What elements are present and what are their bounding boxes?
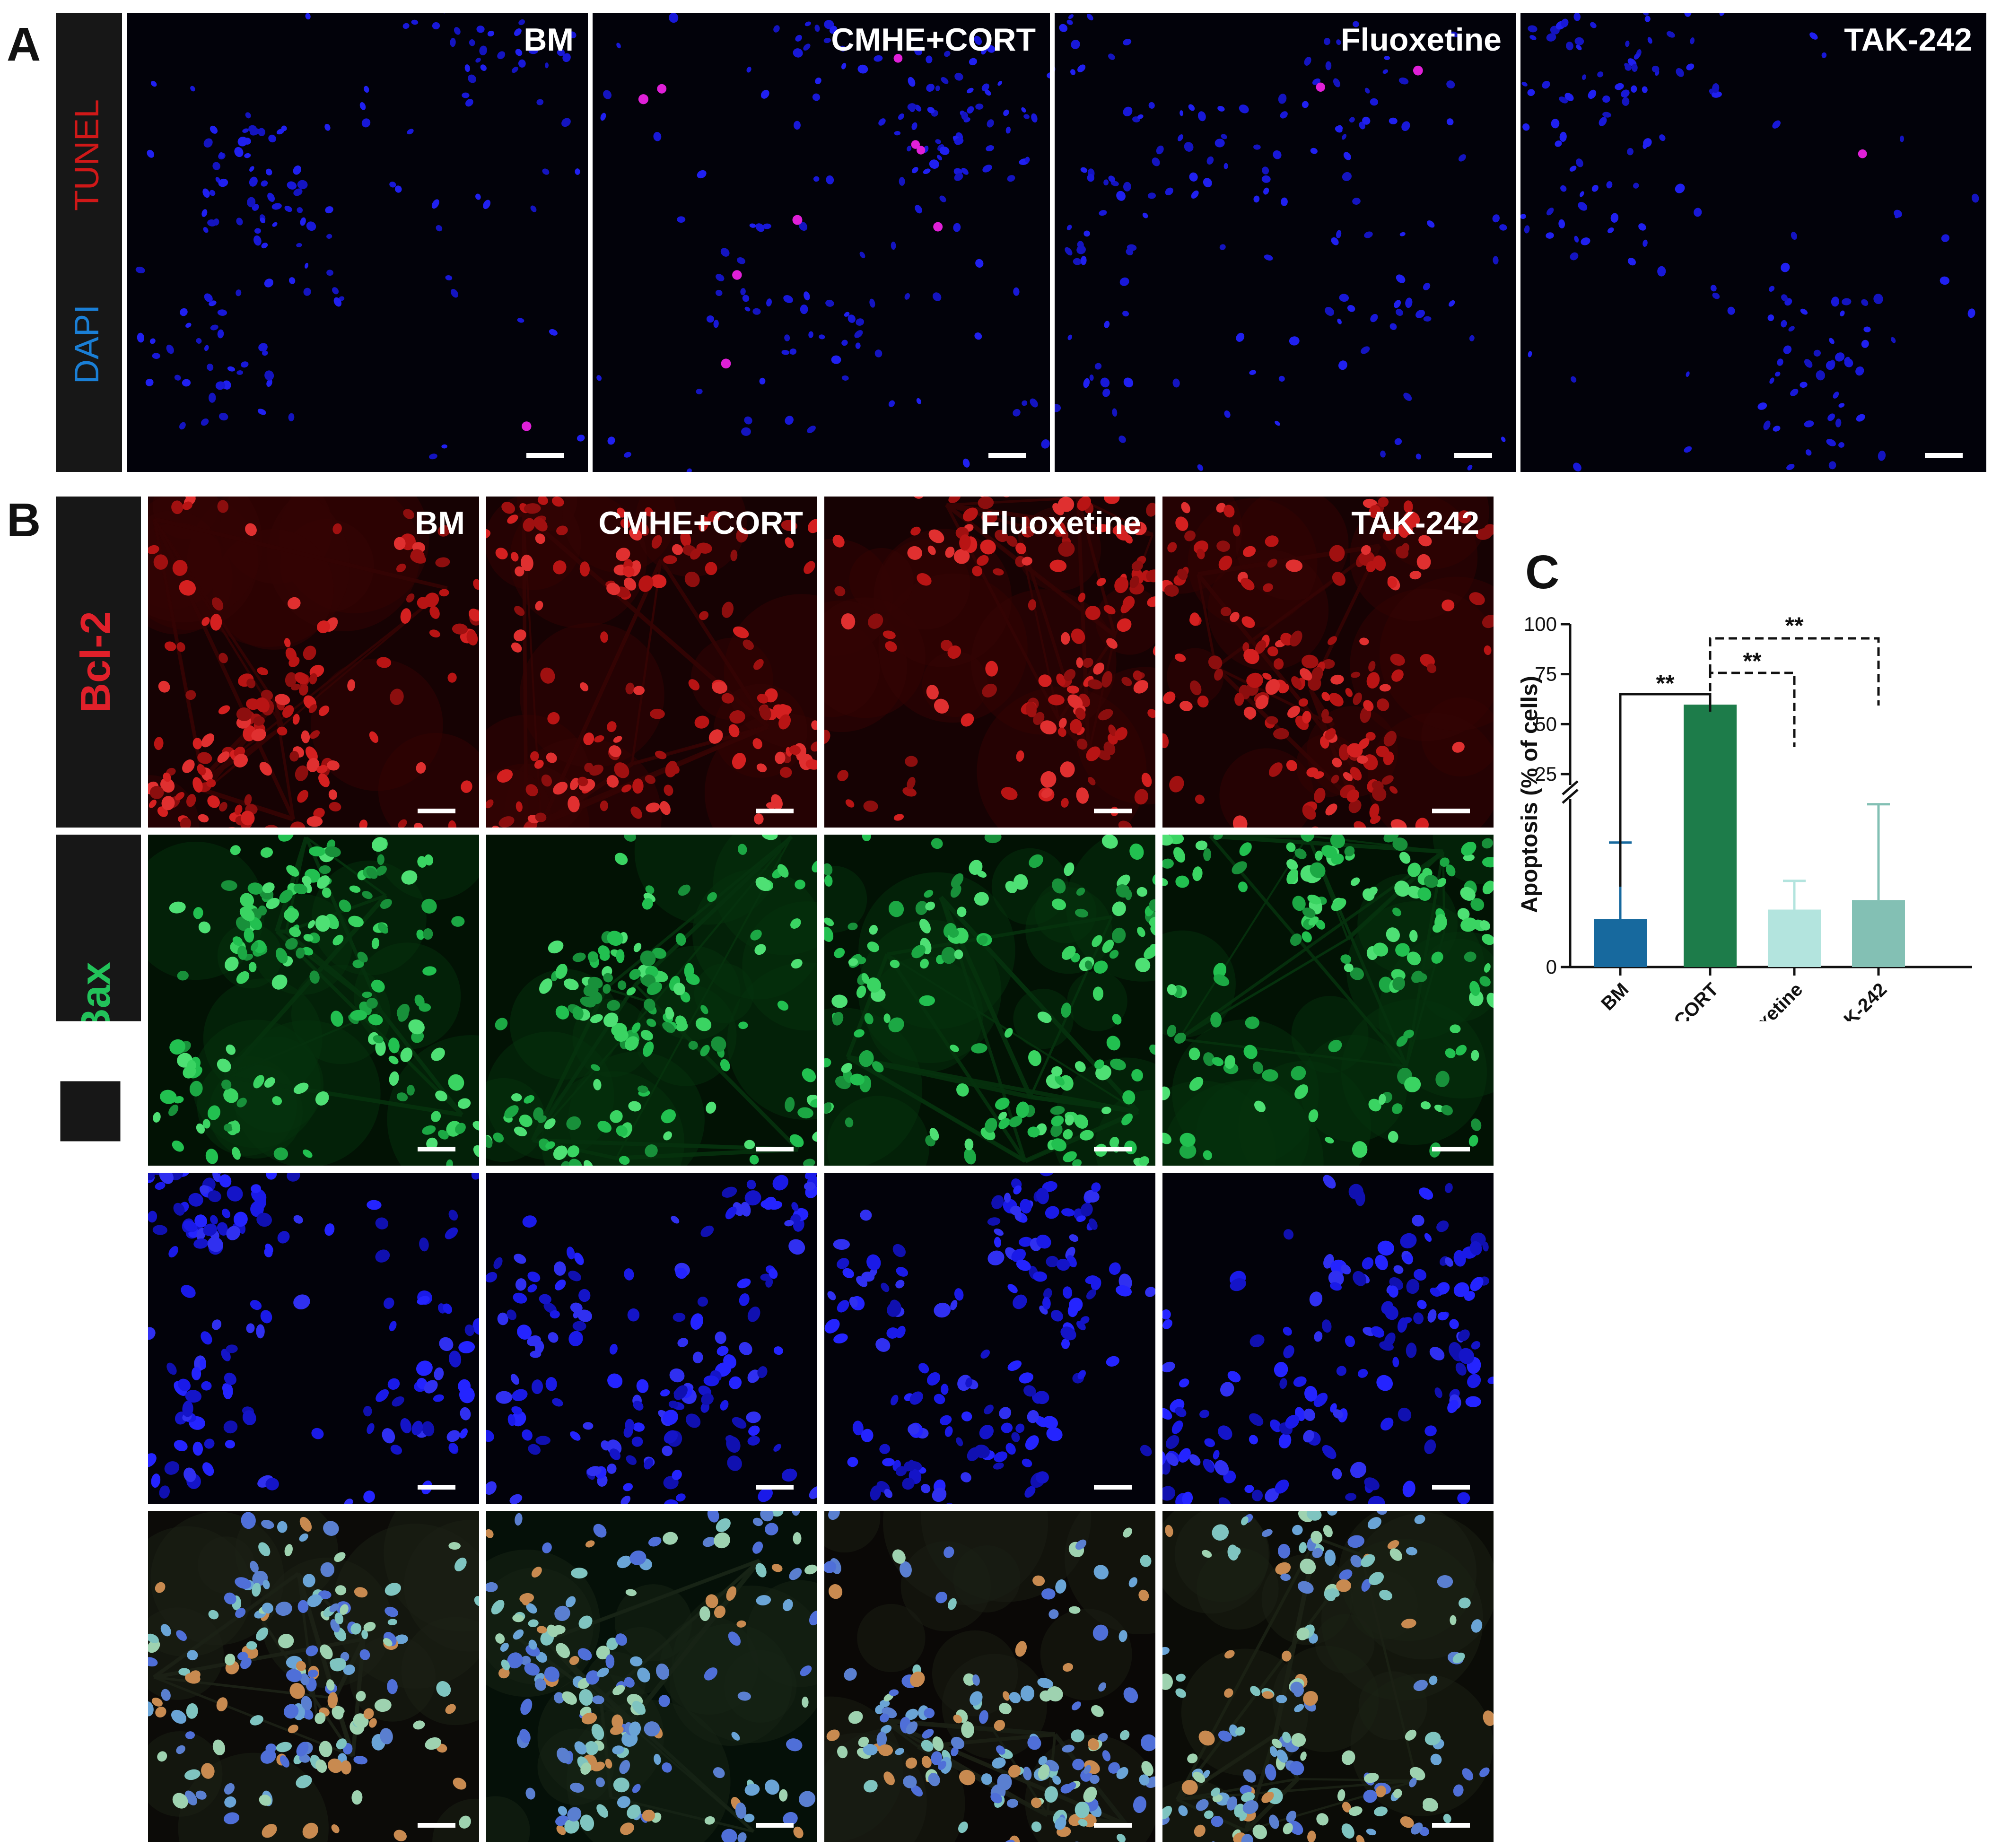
y-tick-label: 0.4 [1529, 1473, 1557, 1496]
bar-bm [1594, 1415, 1647, 1660]
y-tick-label: 0.0 [1529, 1648, 1557, 1671]
scale-bar [1432, 1147, 1470, 1151]
scale-bar [1925, 453, 1963, 458]
y-axis-label: Apoptosis (% of cells) [1517, 676, 1542, 913]
significance-label: * [1658, 1338, 1667, 1364]
bax-image-fluoxetine [824, 835, 1155, 1166]
bar-fluoxetine [1768, 910, 1821, 968]
panel-a-title-fluoxetine: Fluoxetine [1341, 24, 1502, 56]
scale-bar [988, 453, 1026, 458]
panel-b-title-fluoxetine: Fluoxetine [980, 507, 1141, 539]
y-tick-label: 0.8 [1529, 1299, 1557, 1321]
scale-bar [418, 1823, 455, 1828]
bar-fluoxetine [1762, 1400, 1815, 1660]
tunel-image-fluoxetine: Fluoxetine [1055, 13, 1516, 472]
row-label-bcl2: Bcl-2 [75, 567, 122, 757]
scale-bar [1432, 1485, 1470, 1490]
bar-tak [1852, 900, 1905, 967]
y-tick-label: 0 [1546, 956, 1557, 978]
y-tick-label: 100 [1524, 613, 1557, 635]
y-axis-label: Bcl-2 /Bax（Intensity） [1503, 1360, 1528, 1609]
row-label-bar-bcl2: Bcl-2 [56, 497, 141, 828]
scale-bar [756, 1485, 794, 1490]
scale-bar [1094, 1823, 1132, 1828]
row-label-dapi: DAPI [75, 1244, 122, 1433]
significance-label: ** [1738, 1298, 1756, 1325]
panel-label-a: A [7, 21, 41, 68]
tunel-label: TUNEL [70, 84, 108, 226]
scale-bar [1094, 1147, 1132, 1151]
panel-b-title-bm: BM [415, 507, 465, 539]
merge-image-cmhe-cort [486, 1511, 817, 1842]
scale-bar [756, 1147, 794, 1151]
bar-tak [1846, 1430, 1899, 1660]
scale-bar [418, 1147, 455, 1151]
x-tick-label: TAK-242 [1823, 979, 1891, 1047]
y-tick-label: 0.6 [1529, 1386, 1557, 1408]
panel-b-title-tak-242: TAK-242 [1351, 507, 1479, 539]
x-tick-label: BM [1597, 979, 1633, 1014]
scale-bar [1432, 809, 1470, 813]
panel-a-title-cmhe-cort: CMHE+CORT [831, 24, 1036, 56]
bax-image-tak-242 [1162, 835, 1494, 1166]
row-label-bar-merge: MERGE [56, 1511, 141, 1842]
x-tick-label: TAK-242 [1817, 1672, 1886, 1740]
panel-a-title-bm: BM [524, 24, 574, 56]
x-tick-label: Fluoxetine [1725, 979, 1807, 1061]
bar-bm [1594, 919, 1647, 967]
panel-a-stain-bar: TUNEL DAPI [56, 13, 122, 472]
row-label-bax: Bax [75, 906, 122, 1095]
tunel-image-bm: BM [127, 13, 588, 472]
chart-bcl2-bax-ratio: 0.00.20.40.60.8Bcl-2 /Bax（Intensity）BMCM… [1499, 1258, 1986, 1844]
merge-image-tak-242 [1162, 1511, 1494, 1842]
scale-bar [418, 1485, 455, 1490]
significance-label: ** [1656, 670, 1675, 697]
merge-image-fluoxetine [824, 1511, 1155, 1842]
bcl2-image-fluoxetine: Fluoxetine [824, 497, 1155, 828]
tunel-image-tak-242: TAK-242 [1520, 13, 1986, 472]
scale-bar [756, 809, 794, 813]
significance-label: ** [1785, 612, 1804, 639]
dapi-image-bm [148, 1173, 479, 1504]
row-label-bar-bax: Bax [56, 835, 141, 1166]
dapi-image-cmhe-cort [486, 1173, 817, 1504]
scale-bar [1454, 453, 1492, 458]
significance-label: ** [1743, 648, 1762, 674]
scale-bar [418, 809, 455, 813]
x-tick-label: Fluoxetine [1720, 1672, 1801, 1753]
tunel-image-cmhe-cort: CMHE+CORT [593, 13, 1050, 472]
scale-bar [1094, 1485, 1132, 1490]
significance-bracket [1704, 1325, 1789, 1395]
dapi-label-a: DAPI [70, 273, 108, 415]
bar-cmhe [1684, 705, 1737, 967]
scale-bar [1432, 1823, 1470, 1828]
bar-cmhe-upper [1684, 758, 1737, 793]
bcl2-image-tak-242: TAK-242 [1162, 497, 1494, 828]
scale-bar [756, 1823, 794, 1828]
y-tick-label: 0.2 [1529, 1561, 1557, 1583]
merge-image-bm [148, 1511, 479, 1842]
bcl2-image-cmhe-cort: CMHE+CORT [486, 497, 817, 828]
panel-b-title-cmhe-cort: CMHE+CORT [598, 507, 803, 539]
chart-apoptosis: 25 50 75 100 0 Apoptosis (% of cells) BMCMHE+C… [1499, 586, 1986, 1144]
row-label-merge: MERGE [75, 1582, 122, 1771]
dapi-image-tak-242 [1162, 1173, 1494, 1504]
row-label-bar-dapi: DAPI [56, 1173, 141, 1504]
bax-image-cmhe-cort [486, 835, 817, 1166]
scale-bar [526, 453, 564, 458]
bar-cmhe [1678, 1467, 1731, 1660]
scale-bar [1094, 809, 1132, 813]
panel-label-b: B [7, 497, 41, 544]
dapi-image-fluoxetine [824, 1173, 1155, 1504]
bax-image-bm [148, 835, 479, 1166]
bcl2-image-bm: BM [148, 497, 479, 828]
x-tick-label: CMHE+CORT [1623, 979, 1722, 1079]
panel-a-title-tak-242: TAK-242 [1844, 24, 1972, 56]
x-tick-label: BM [1597, 1672, 1633, 1707]
